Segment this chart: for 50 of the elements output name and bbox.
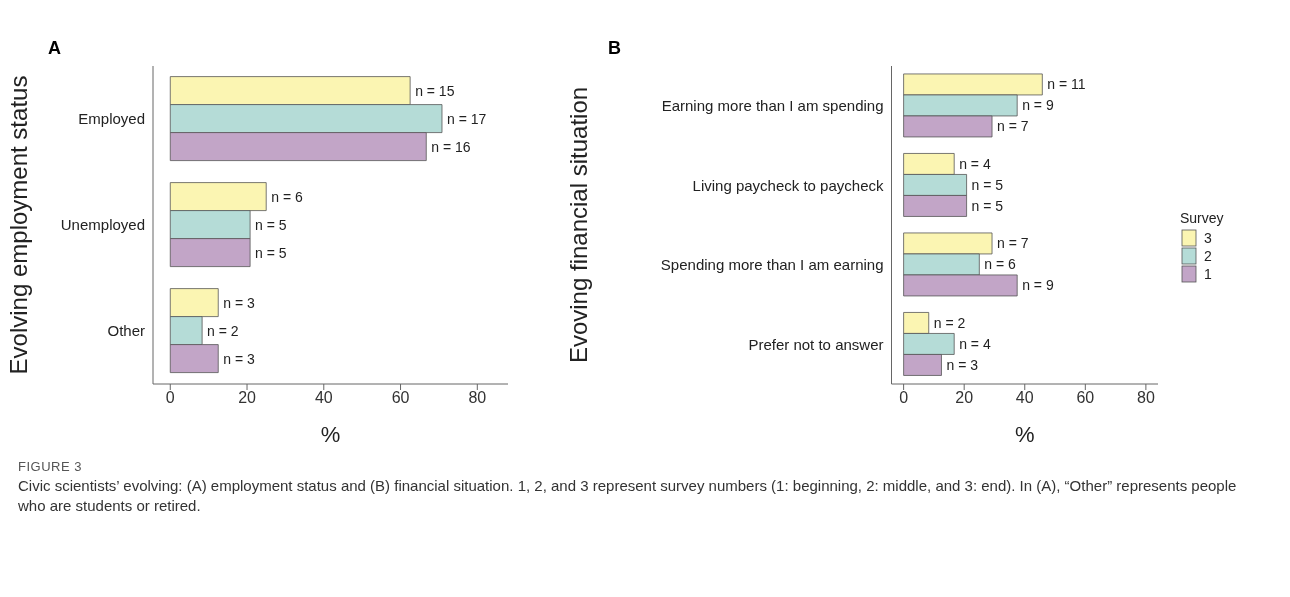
- annotation: n = 15: [415, 82, 455, 99]
- legend-title: Survey: [1180, 210, 1224, 226]
- annotation: n = 16: [431, 138, 471, 155]
- y-tick-label: Other: [107, 322, 145, 340]
- annotation: n = 17: [446, 110, 487, 127]
- annotation: n = 3: [946, 356, 979, 373]
- annotation: n = 2: [207, 322, 239, 339]
- annotation: n = 9: [1022, 277, 1054, 294]
- x-tick-label: 20: [238, 389, 257, 407]
- x-tick-label: 80: [1136, 389, 1155, 407]
- annotation: n = 6: [984, 256, 1017, 273]
- y-axis-title: Evolving employment status: [4, 75, 32, 375]
- x-tick-label: 60: [1076, 389, 1095, 407]
- x-tick-label: 20: [955, 389, 974, 407]
- x-tick-label: 0: [899, 389, 909, 407]
- text: Civic scientists’ evolving: (A) employment status and (B) financial situation. 1, 2, and 3 represent survey numbers (1: beginning, 2: middle, and 3: end). In (A), “Other” represents people who are students or retired.: [18, 475, 1238, 516]
- x-axis-title: %: [320, 422, 341, 447]
- annotation: n = 9: [1022, 97, 1054, 114]
- x-axis-title: %: [1014, 422, 1035, 447]
- x-tick-label: 0: [165, 389, 175, 407]
- caption: FIGURE 3: [18, 458, 83, 476]
- annotation: n = 2: [933, 314, 966, 331]
- text: B: [607, 38, 622, 60]
- chart-title: A: [47, 38, 62, 60]
- x-tick-label: 80: [468, 389, 487, 407]
- legend-label: 2: [1204, 248, 1212, 264]
- annotation: n = 5: [255, 244, 287, 261]
- y-axis-title: Evoving financial situation: [564, 86, 592, 364]
- y-tick-label: Spending more than I am earning: [660, 256, 884, 274]
- annotation: n = 4: [959, 155, 991, 172]
- y-tick-label: Living paycheck to paycheck: [692, 176, 884, 194]
- x-tick-label: 40: [314, 389, 333, 407]
- annotation: n = 11: [1047, 76, 1086, 93]
- annotation: n = 5: [971, 176, 1004, 193]
- annotation: n = 5: [255, 216, 287, 233]
- y-tick-label: Earning more than I am spending: [661, 97, 884, 115]
- annotation: n = 5: [971, 197, 1004, 214]
- legend-label: 3: [1204, 230, 1212, 246]
- x-tick-label: 60: [391, 389, 410, 407]
- y-tick-label: Prefer not to answer: [748, 335, 884, 353]
- y-tick-label: Unemployed: [60, 216, 145, 234]
- annotation: n = 4: [959, 335, 991, 352]
- annotation: n = 3: [223, 294, 255, 311]
- x-tick-label: 40: [1015, 389, 1034, 407]
- annotation: n = 3: [223, 350, 255, 367]
- y-tick-label: Employed: [78, 110, 145, 128]
- legend-label: 1: [1204, 266, 1212, 282]
- annotation: n = 6: [271, 188, 303, 205]
- annotation: n = 7: [997, 235, 1029, 252]
- annotation: n = 7: [997, 118, 1029, 135]
